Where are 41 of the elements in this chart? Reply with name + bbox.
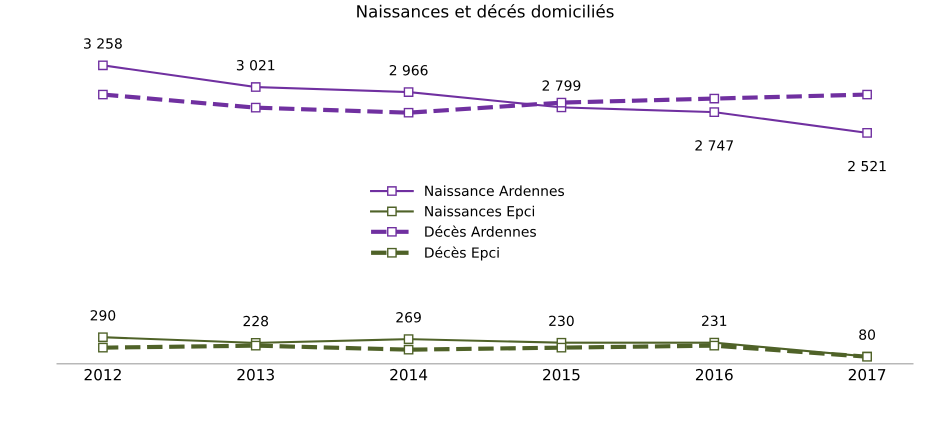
point <box>556 98 566 108</box>
point <box>709 107 720 117</box>
x-tick-label: 2017 <box>848 368 886 380</box>
point <box>98 332 108 342</box>
point <box>862 90 872 100</box>
data-label: 3 258 <box>84 38 122 49</box>
point <box>98 60 108 70</box>
data-label: 2 799 <box>542 80 580 91</box>
point <box>709 340 720 351</box>
legend-label: Décès Ardennes <box>425 226 536 237</box>
x-tick-label: 2013 <box>237 368 274 380</box>
point <box>98 342 108 353</box>
legend-label: Naissances Epci <box>425 206 534 220</box>
point <box>250 102 261 113</box>
data-label: 230 <box>549 316 574 326</box>
data-label: 2 747 <box>695 140 733 150</box>
legend-label: Naissance Ardennes <box>425 185 564 196</box>
point <box>250 82 261 92</box>
point <box>404 108 414 118</box>
data-label: 80 <box>859 329 876 340</box>
point <box>98 90 108 100</box>
x-tick-label: 2014 <box>390 368 428 380</box>
point <box>862 128 872 138</box>
legend-label: Décès Epci <box>425 246 499 260</box>
data-label: 290 <box>90 310 116 321</box>
point <box>709 94 720 104</box>
point <box>404 334 414 344</box>
data-label: 228 <box>244 316 268 326</box>
point <box>404 87 414 97</box>
data-label: 3 021 <box>236 60 274 70</box>
x-tick-label: 2012 <box>84 368 121 380</box>
data-label: 2 521 <box>848 160 886 172</box>
x-tick-label: 2015 <box>543 368 580 380</box>
data-label: 2 966 <box>390 64 428 76</box>
point <box>250 340 261 351</box>
x-tick-label: 2016 <box>696 368 733 380</box>
point <box>404 344 414 355</box>
chart-title: Naissances et décés domiciliés <box>357 4 614 18</box>
data-label: 269 <box>396 312 421 323</box>
data-label: 231 <box>702 316 726 326</box>
point <box>556 342 566 353</box>
